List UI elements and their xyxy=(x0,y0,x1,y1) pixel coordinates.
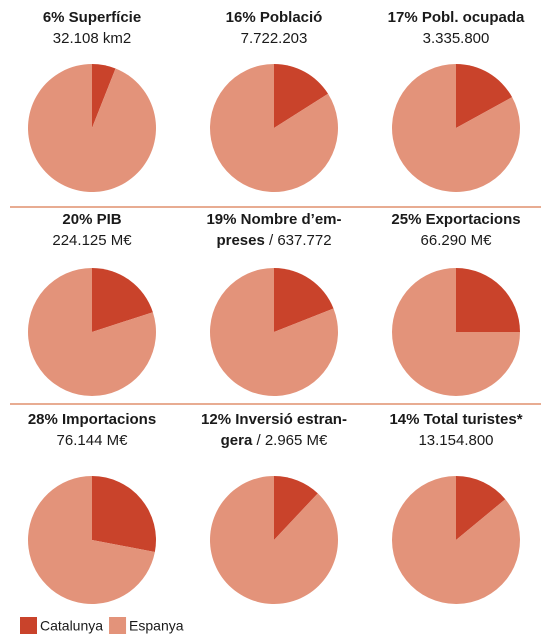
chart-title-line: gera xyxy=(221,432,253,449)
chart-title-line: 25% Exportacions xyxy=(391,211,520,228)
chart-title: 20% PIB xyxy=(62,211,121,228)
chart-subtitle: 66.290 M€ xyxy=(421,232,493,249)
pie-slice xyxy=(92,268,153,332)
chart-subtitle: 13.154.800 xyxy=(418,432,493,449)
chart-subtitle: / 2.965 M€ xyxy=(256,432,328,449)
pie-slice xyxy=(27,476,155,604)
chart-title-line: 19% Nombre d’em- xyxy=(206,211,341,228)
pie-slice xyxy=(210,64,338,192)
chart-subtitle: 32.108 km2 xyxy=(53,30,131,47)
pie-slice xyxy=(92,64,116,128)
legend-swatch xyxy=(109,617,127,634)
pie-slice xyxy=(456,476,506,540)
chart-title-line: 12% Inversió estran- xyxy=(201,411,347,428)
chart-title-line: 14% Total turistes* xyxy=(389,411,522,428)
chart-title-line: 16% Població xyxy=(226,9,323,26)
chart-title: 25% Exportacions xyxy=(391,211,520,228)
pie-slice xyxy=(274,476,318,540)
pie-slice xyxy=(456,64,513,128)
chart-title: 28% Importacions xyxy=(28,411,156,428)
chart-title-line: 20% PIB xyxy=(62,211,121,228)
legend-label: Catalunya xyxy=(40,618,103,634)
chart-title-line: 6% Superfície xyxy=(43,9,141,26)
chart-title: 14% Total turistes* xyxy=(389,411,522,428)
pie-slice xyxy=(392,268,520,396)
chart-subtitle: 76.144 M€ xyxy=(57,432,129,449)
chart-title-line: 28% Importacions xyxy=(28,411,156,428)
chart-subtitle: / 637.772 xyxy=(269,232,332,249)
chart-title: 17% Pobl. ocupada xyxy=(388,9,525,26)
chart-title: 12% Inversió estran- xyxy=(201,411,347,428)
pie-slice xyxy=(456,268,520,332)
chart-title: 19% Nombre d’em- xyxy=(206,211,341,228)
legend-label: Espanya xyxy=(129,618,184,634)
pie-slice xyxy=(392,476,520,604)
pie-slice xyxy=(92,476,156,552)
pie-slice xyxy=(210,476,339,604)
chart-subtitle: 224.125 M€ xyxy=(52,232,132,249)
chart-title-line: preses xyxy=(216,232,264,249)
chart-title-line: 17% Pobl. ocupada xyxy=(388,9,525,26)
chart-title: 6% Superfície xyxy=(43,9,141,26)
pie-slice xyxy=(27,268,157,396)
chart-title: 16% Població xyxy=(226,9,323,26)
chart-subtitle: 3.335.800 xyxy=(423,30,490,47)
chart-title: gera / 2.965 M€ xyxy=(221,432,328,449)
legend-swatch xyxy=(20,617,37,634)
pie-slice xyxy=(210,268,338,396)
pie-slice xyxy=(274,64,329,128)
pie-slice xyxy=(392,64,520,192)
chart-subtitle: 7.722.203 xyxy=(241,30,308,47)
pie-slice xyxy=(274,268,334,332)
chart-title: preses / 637.772 xyxy=(216,232,331,249)
pie-slice xyxy=(27,64,156,192)
